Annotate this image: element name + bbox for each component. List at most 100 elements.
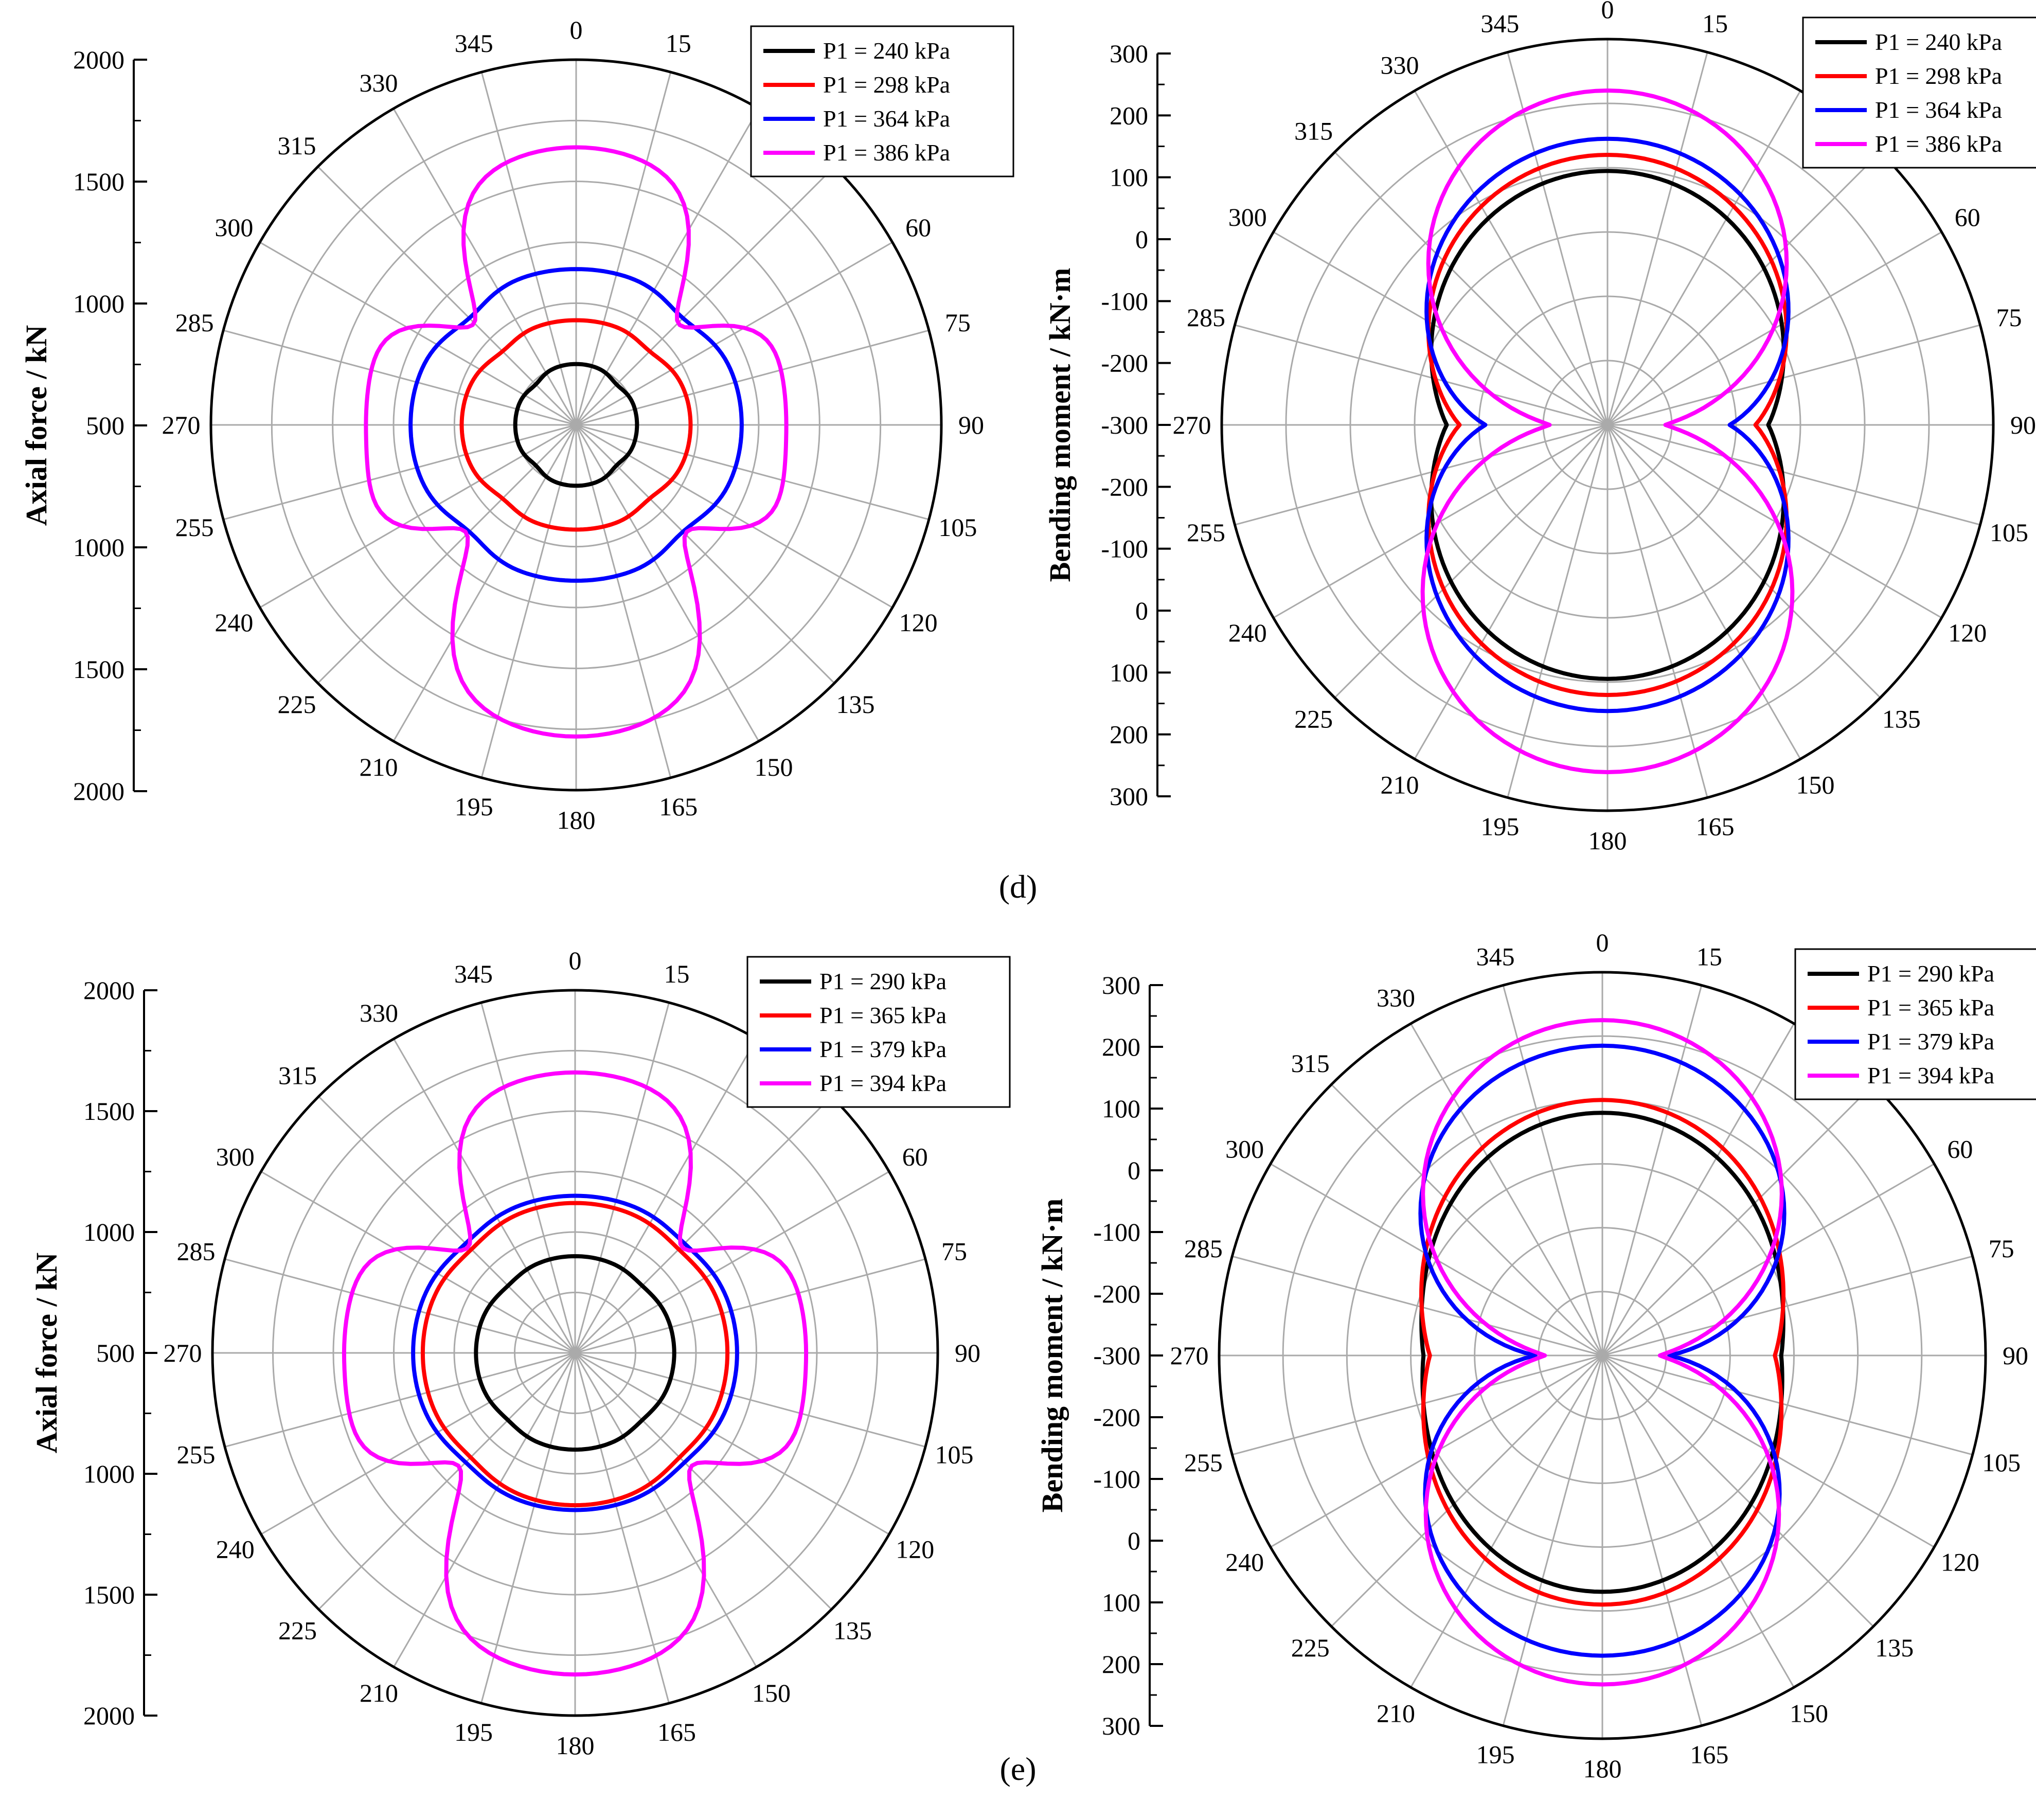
angle-tick-label: 315 [278, 1061, 317, 1090]
grid-spoke [575, 108, 760, 425]
series-line-1 [1419, 1111, 1785, 1594]
grid-spoke [576, 424, 930, 521]
grid-spoke [1231, 1354, 1603, 1456]
grid-spoke [260, 1171, 576, 1354]
y-tick-label: -200 [1101, 472, 1148, 501]
y-tick-label: -200 [1101, 349, 1148, 378]
grid-spoke [574, 1352, 670, 1704]
y-tick-label: 100 [1110, 163, 1148, 192]
grid-spoke [1606, 424, 1881, 699]
grid-spoke [1601, 1354, 1874, 1627]
y-tick-label: 1000 [83, 1459, 135, 1488]
y-tick-label: 300 [1110, 782, 1148, 811]
series-line-1 [474, 1254, 676, 1452]
grid-spoke [1602, 1354, 1973, 1456]
grid-spoke [1601, 1084, 1874, 1357]
grid-spoke [1606, 424, 1801, 760]
legend-entry-3: P1 = 364 kPa [823, 105, 950, 132]
legend-entry-1: P1 = 290 kPa [819, 968, 946, 994]
grid-spoke [393, 1352, 576, 1668]
angle-tick-label: 150 [1790, 1699, 1828, 1727]
grid-spoke [480, 424, 577, 778]
angle-tick-label: 240 [1225, 1548, 1264, 1577]
legend-entry-1: P1 = 240 kPa [1875, 29, 2002, 55]
grid-spoke [1601, 1023, 1795, 1356]
angle-tick-label: 15 [1696, 942, 1722, 971]
angle-tick-label: 345 [455, 29, 493, 58]
angle-tick-label: 15 [666, 29, 691, 58]
angle-tick-label: 330 [1377, 984, 1415, 1012]
angle-tick-label: 195 [454, 1718, 493, 1746]
grid-spoke [574, 1002, 670, 1353]
angle-tick-label: 285 [1187, 303, 1225, 332]
angle-tick-label: 330 [1381, 50, 1419, 79]
angle-tick-label: 135 [836, 690, 875, 719]
grid-spoke [1334, 151, 1609, 426]
angle-tick-label: 195 [1476, 1740, 1515, 1769]
y-tick-label: 0 [1135, 225, 1148, 254]
legend-entry-4: P1 = 386 kPa [1875, 131, 2002, 157]
y-tick-label: -200 [1093, 1279, 1140, 1308]
angle-tick-label: 225 [277, 690, 316, 719]
y-tick-label: 0 [1128, 1526, 1140, 1555]
angle-tick-label: 270 [164, 1339, 202, 1367]
grid-spoke [1502, 985, 1603, 1356]
angle-tick-label: 90 [958, 411, 984, 439]
y-tick-label: -100 [1101, 534, 1148, 563]
y-tick-label: 300 [1102, 1711, 1140, 1740]
angle-tick-label: 270 [1173, 411, 1211, 439]
series-line-2 [459, 318, 693, 532]
grid-spoke [574, 1038, 757, 1353]
angle-tick-label: 315 [1294, 117, 1333, 146]
series-line-4 [364, 145, 789, 739]
legend-entry-4: P1 = 394 kPa [819, 1070, 946, 1096]
angle-tick-label: 195 [455, 792, 493, 821]
angle-tick-label: 240 [215, 608, 253, 637]
angle-tick-label: 135 [833, 1616, 872, 1645]
angle-tick-label: 60 [902, 1143, 928, 1171]
legend-entry-1: P1 = 240 kPa [823, 38, 950, 64]
grid-spoke [575, 166, 835, 426]
grid-spoke [1507, 424, 1609, 798]
series-line-4 [342, 1070, 809, 1677]
grid-spoke [576, 329, 930, 426]
angle-tick-label: 270 [162, 411, 201, 439]
y-tick-label: 1500 [73, 655, 124, 684]
grid-spoke [259, 424, 577, 609]
y-tick-label: 2000 [83, 976, 135, 1005]
legend-entry-2: P1 = 365 kPa [819, 1002, 946, 1028]
legend-entry-2: P1 = 365 kPa [1867, 994, 1994, 1021]
series-line-3 [1424, 136, 1791, 713]
angle-tick-label: 105 [1982, 1448, 2021, 1477]
grid-spoke [1602, 1255, 1973, 1357]
y-tick-label: 200 [1102, 1032, 1140, 1061]
angle-tick-label: 75 [1989, 1234, 2014, 1263]
y-tick-label: -100 [1093, 1465, 1140, 1493]
grid-spoke [393, 1038, 576, 1353]
grid-spoke [480, 1002, 576, 1353]
angle-tick-label: 120 [1948, 618, 1987, 647]
grid-spoke [1606, 424, 1708, 798]
y-tick-label: 500 [96, 1339, 135, 1367]
series-line-3 [408, 267, 744, 583]
y-tick-label: -100 [1101, 287, 1148, 315]
grid-spoke [1606, 90, 1801, 425]
series-line-4 [1420, 88, 1795, 774]
angle-tick-label: 0 [1596, 928, 1609, 957]
grid-spoke [574, 1352, 757, 1668]
y-tick-label: 200 [1110, 720, 1148, 749]
angle-tick-label: 150 [1796, 771, 1835, 799]
angle-tick-label: 105 [1990, 518, 2028, 547]
y-tick-label: 1000 [83, 1218, 135, 1246]
angle-tick-label: 330 [360, 68, 398, 97]
angle-tick-label: 0 [569, 946, 582, 975]
angle-tick-label: 90 [2003, 1341, 2028, 1370]
series-line-2 [420, 1201, 730, 1508]
grid-spoke [1414, 90, 1609, 425]
polar-frame [1218, 971, 1987, 1740]
grid-spoke [1334, 424, 1609, 699]
panel-label-d: (d) [999, 868, 1038, 905]
grid-spoke [1606, 52, 1708, 425]
y-axis-title: Bending moment / kN·m [1035, 1199, 1069, 1513]
angle-tick-label: 165 [657, 1718, 696, 1746]
